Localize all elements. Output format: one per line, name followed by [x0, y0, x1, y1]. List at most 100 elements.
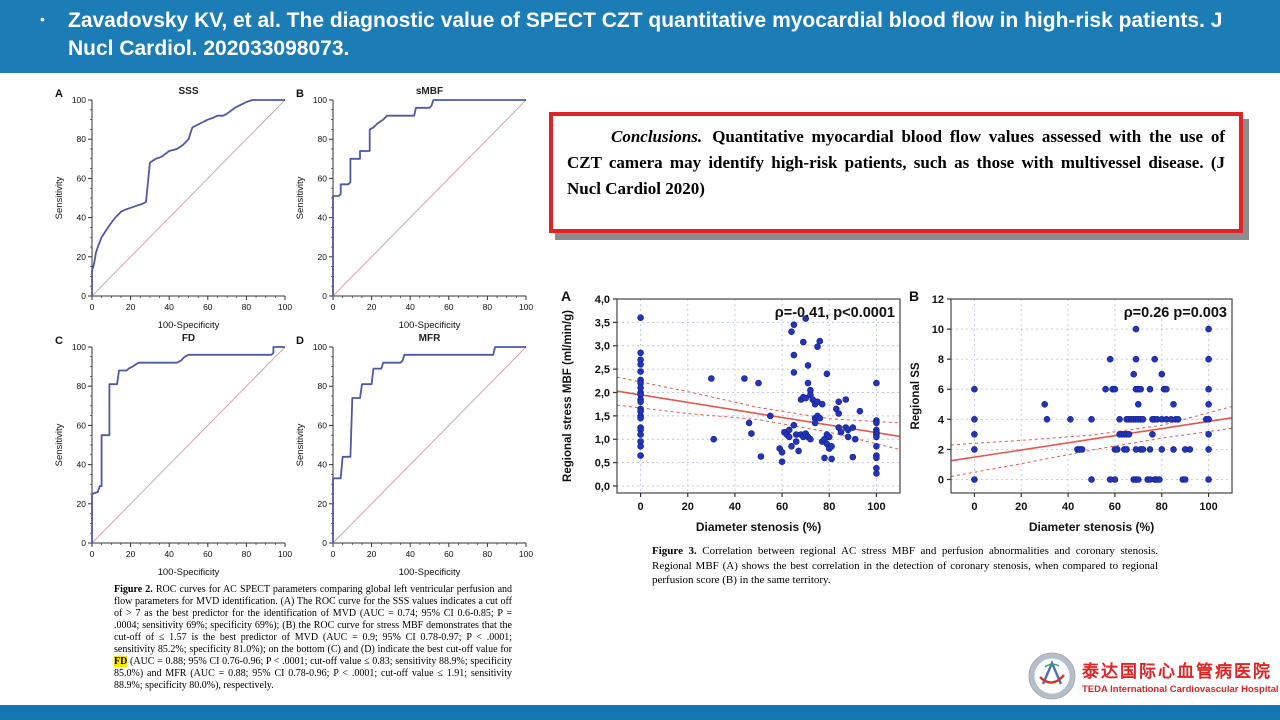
conclusions-box: Conclusions. Quantitative myocardial bloo…	[549, 112, 1243, 233]
roc-chart-mfr: D MFR 0 20 40 60 80 100 0 20 40 60 80 100 100-Specific…	[293, 331, 535, 578]
svg-text:80: 80	[77, 381, 87, 391]
svg-text:4: 4	[938, 414, 945, 426]
svg-text:2,0: 2,0	[595, 387, 610, 399]
svg-text:3,0: 3,0	[595, 341, 610, 353]
svg-text:40: 40	[164, 549, 174, 559]
svg-text:20: 20	[318, 252, 328, 262]
svg-text:40: 40	[164, 302, 174, 312]
svg-text:40: 40	[729, 501, 741, 513]
svg-text:100: 100	[278, 302, 292, 312]
hospital-name-chinese: 泰达国际心血管病医院	[1082, 662, 1272, 681]
svg-text:100: 100	[72, 342, 86, 352]
svg-text:0: 0	[90, 549, 95, 559]
svg-text:20: 20	[367, 549, 377, 559]
svg-text:100-Specificity: 100-Specificity	[399, 567, 461, 578]
conclusions-text: Quantitative myocardial blood flow value…	[567, 127, 1225, 198]
roc-chart-fd: C FD 0 20 40 60 80 100 0 20 40 60 80 100 100-Specifici…	[52, 331, 294, 578]
svg-text:D: D	[296, 335, 304, 347]
conclusions-label: Conclusions.	[611, 127, 703, 146]
hospital-logo-icon	[1028, 652, 1076, 700]
svg-text:0: 0	[90, 302, 95, 312]
svg-text:8: 8	[938, 354, 944, 366]
svg-text:ρ=-0.41, p<0.0001: ρ=-0.41, p<0.0001	[775, 305, 895, 321]
svg-text:60: 60	[444, 549, 454, 559]
svg-text:40: 40	[1062, 501, 1074, 513]
slide-header: • Zavadovsky KV, et al. The diagnostic v…	[0, 0, 1280, 73]
svg-text:10: 10	[932, 324, 944, 336]
svg-text:0: 0	[331, 302, 336, 312]
svg-text:40: 40	[318, 213, 328, 223]
svg-text:Regional SS: Regional SS	[910, 362, 922, 429]
svg-text:100-Specificity: 100-Specificity	[158, 567, 220, 578]
svg-text:FD: FD	[182, 333, 195, 344]
svg-text:100: 100	[313, 342, 327, 352]
svg-text:Regional stress MBF (ml/min/g): Regional stress MBF (ml/min/g)	[562, 310, 574, 482]
svg-text:A: A	[561, 288, 571, 304]
svg-text:1,0: 1,0	[595, 434, 610, 446]
svg-text:A: A	[55, 88, 63, 100]
svg-text:80: 80	[318, 134, 328, 144]
svg-text:4,0: 4,0	[595, 294, 610, 306]
figure2-highlight-fd: FD	[114, 656, 128, 667]
svg-text:0: 0	[322, 291, 327, 301]
svg-text:100: 100	[519, 302, 533, 312]
svg-text:2,5: 2,5	[595, 364, 610, 376]
svg-text:40: 40	[405, 549, 415, 559]
svg-text:6: 6	[938, 384, 944, 396]
svg-text:80: 80	[242, 549, 252, 559]
svg-text:60: 60	[77, 173, 87, 183]
svg-text:3,5: 3,5	[595, 317, 610, 329]
bullet-icon: •	[40, 11, 45, 27]
svg-text:0: 0	[322, 538, 327, 548]
svg-text:20: 20	[126, 302, 136, 312]
svg-text:0: 0	[81, 538, 86, 548]
svg-text:Sensitivity: Sensitivity	[295, 176, 306, 219]
figure2-text-2: (AUC = 0.88; 95% CI 0.76-0.96; P < .0001…	[114, 656, 512, 691]
citation-title: Zavadovsky KV, et al. The diagnostic val…	[68, 9, 1223, 60]
footer-bar	[0, 705, 1280, 720]
svg-text:20: 20	[77, 252, 87, 262]
svg-text:0: 0	[938, 474, 944, 486]
svg-text:20: 20	[77, 499, 87, 509]
svg-text:60: 60	[203, 549, 213, 559]
conclusions-paragraph: Conclusions. Quantitative myocardial bloo…	[567, 124, 1225, 201]
svg-text:100: 100	[519, 549, 533, 559]
svg-text:100: 100	[278, 549, 292, 559]
svg-text:MFR: MFR	[419, 333, 441, 344]
svg-text:20: 20	[367, 302, 377, 312]
svg-text:Sensitivity: Sensitivity	[54, 423, 65, 466]
svg-text:SSS: SSS	[178, 86, 198, 97]
svg-text:sMBF: sMBF	[416, 86, 443, 97]
svg-text:80: 80	[483, 302, 493, 312]
svg-text:20: 20	[682, 501, 694, 513]
svg-text:60: 60	[318, 173, 328, 183]
svg-text:80: 80	[77, 134, 87, 144]
svg-text:80: 80	[483, 549, 493, 559]
svg-text:0: 0	[638, 501, 644, 513]
svg-text:Diameter stenosis (%): Diameter stenosis (%)	[696, 520, 821, 534]
svg-text:0,5: 0,5	[595, 458, 610, 470]
svg-text:Sensitivity: Sensitivity	[295, 423, 306, 466]
svg-text:Diameter stenosis (%): Diameter stenosis (%)	[1029, 520, 1154, 534]
svg-text:40: 40	[77, 213, 87, 223]
svg-text:0,0: 0,0	[595, 481, 610, 493]
svg-text:20: 20	[1015, 501, 1027, 513]
hospital-logo-text: 泰达国际心血管病医院 TEDA International Cardiovasc…	[1082, 657, 1279, 695]
svg-text:2: 2	[938, 444, 944, 456]
svg-text:C: C	[55, 335, 63, 347]
svg-text:0: 0	[81, 291, 86, 301]
figure3-label: Figure 3.	[652, 545, 697, 557]
svg-text:20: 20	[126, 549, 136, 559]
svg-text:80: 80	[318, 381, 328, 391]
svg-text:100-Specificity: 100-Specificity	[399, 320, 461, 331]
scatter-plot-ss-stenosis: 0 20 40 60 80 100 0 2 4 6 8 10 12 Diameter stenosis (…	[907, 285, 1243, 542]
svg-text:80: 80	[242, 302, 252, 312]
figure2-text-1: ROC curves for AC SPECT parameters compa…	[114, 584, 513, 655]
figure2-label: Figure 2.	[114, 584, 153, 595]
svg-text:40: 40	[318, 460, 328, 470]
svg-text:60: 60	[203, 302, 213, 312]
figure3-caption: Figure 3. Correlation between regional A…	[652, 544, 1158, 588]
figure2-caption: Figure 2. ROC curves for AC SPECT parame…	[114, 584, 512, 692]
svg-text:100: 100	[867, 501, 885, 513]
